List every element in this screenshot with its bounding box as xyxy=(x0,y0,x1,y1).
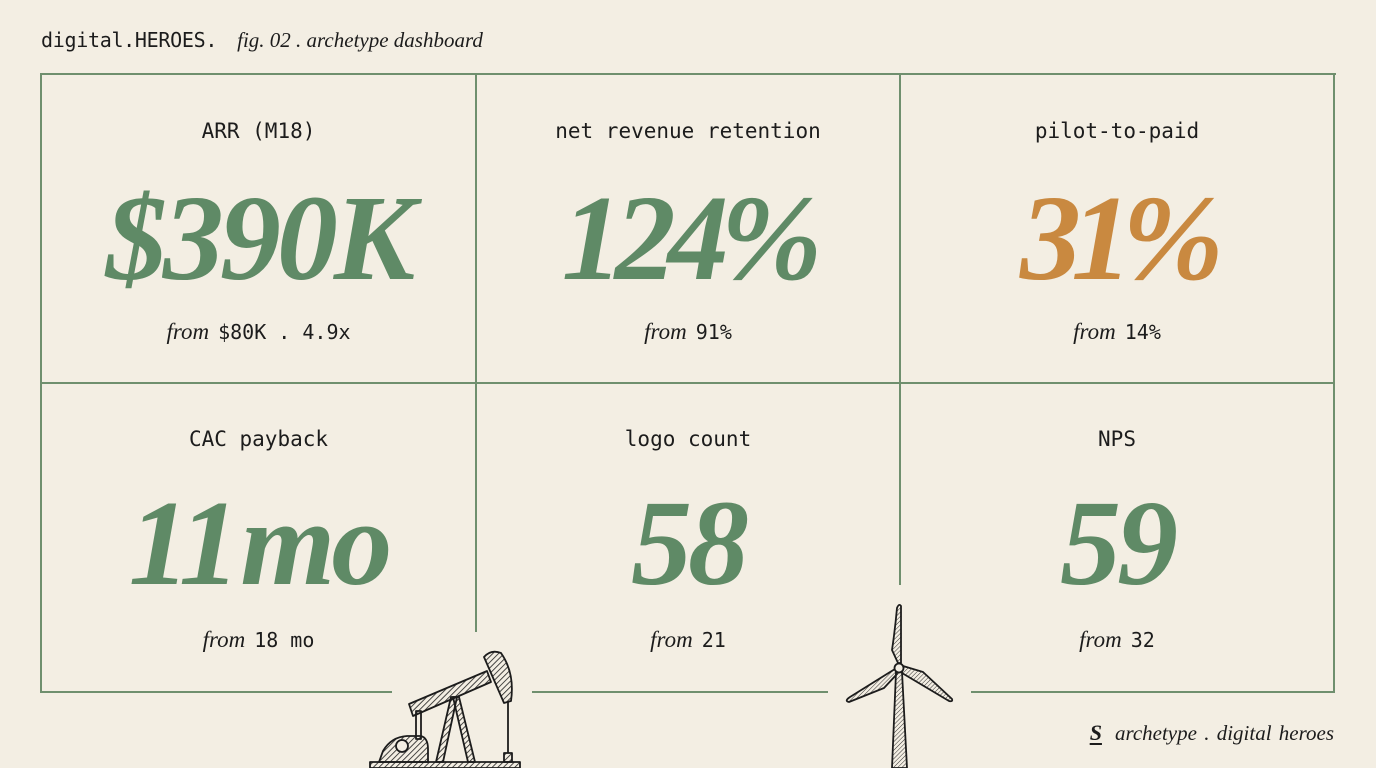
metric-label: ARR (M18) xyxy=(201,119,316,143)
metric-value-highlight: 31% xyxy=(1020,171,1224,306)
metric-card-logo-count: logo count 58 from 21 xyxy=(476,383,900,692)
grid-divider-col1-bottom xyxy=(475,383,477,632)
from-prefix: from xyxy=(1073,319,1116,344)
metric-card-cac-payback: CAC payback 11 mo from 18 mo xyxy=(41,383,476,692)
grid-line-bottom-middle xyxy=(532,691,828,693)
page-header: digital.HEROES. fig. 02 . archetype dash… xyxy=(41,27,483,53)
from-value: $80K . 4.9x xyxy=(218,320,351,344)
from-prefix: from xyxy=(202,627,246,652)
grid-divider-col2-top xyxy=(899,73,901,383)
wind-turbine-icon xyxy=(845,604,954,768)
figure-caption: fig. 02 . archetype dashboard xyxy=(237,28,483,52)
grid-line-middle xyxy=(41,382,1335,384)
metric-value: 59 xyxy=(1060,476,1178,611)
from-value: 32 xyxy=(1130,628,1155,652)
metric-value: 58 xyxy=(631,476,749,611)
metric-label: CAC payback xyxy=(188,427,329,451)
from-prefix: from xyxy=(650,627,693,652)
grid-line-top xyxy=(41,73,1336,75)
metric-baseline: from 14% xyxy=(900,319,1334,348)
metric-baseline: from 21 xyxy=(476,627,900,656)
metric-label: logo count xyxy=(624,427,752,451)
grid-divider-col1-top xyxy=(475,73,477,383)
metric-baseline: from 91% xyxy=(476,319,900,348)
metric-card-nrr: net revenue retention 124% from 91% xyxy=(476,74,900,383)
grid-line-bottom-left xyxy=(41,691,392,693)
metric-label: net revenue retention xyxy=(555,119,821,143)
metric-baseline: from 18 mo xyxy=(41,627,476,656)
metric-value: 124% xyxy=(561,171,823,306)
metric-value: $390K xyxy=(105,171,415,306)
grid-line-bottom-right xyxy=(971,691,1335,693)
grid-divider-col2-bottom xyxy=(899,383,901,585)
brand-logo: digital.HEROES. xyxy=(41,28,218,52)
from-value: 91% xyxy=(695,320,732,344)
oil-pumpjack-icon xyxy=(369,650,521,768)
metric-baseline: from 32 xyxy=(900,627,1334,656)
from-value: 14% xyxy=(1124,320,1161,344)
metric-card-arr: ARR (M18) $390K from $80K . 4.9x xyxy=(41,74,476,383)
from-value: 18 mo xyxy=(254,628,315,652)
from-value: 21 xyxy=(701,628,726,652)
from-prefix: from xyxy=(644,319,687,344)
metric-label: pilot-to-paid xyxy=(1034,119,1200,143)
from-prefix: from xyxy=(166,319,210,344)
page-footer: S archetype . digital heroes xyxy=(1090,720,1334,746)
metric-label: NPS xyxy=(1098,427,1136,451)
metric-card-nps: NPS 59 from 32 xyxy=(900,383,1334,692)
footer-credit: archetype . digital heroes xyxy=(1114,721,1334,745)
from-prefix: from xyxy=(1079,627,1122,652)
metric-value: 11 mo xyxy=(128,476,393,611)
footer-logo-mark: S xyxy=(1089,720,1102,745)
metric-card-pilot-to-paid: pilot-to-paid 31% from 14% xyxy=(900,74,1334,383)
metric-baseline: from $80K . 4.9x xyxy=(41,319,476,348)
